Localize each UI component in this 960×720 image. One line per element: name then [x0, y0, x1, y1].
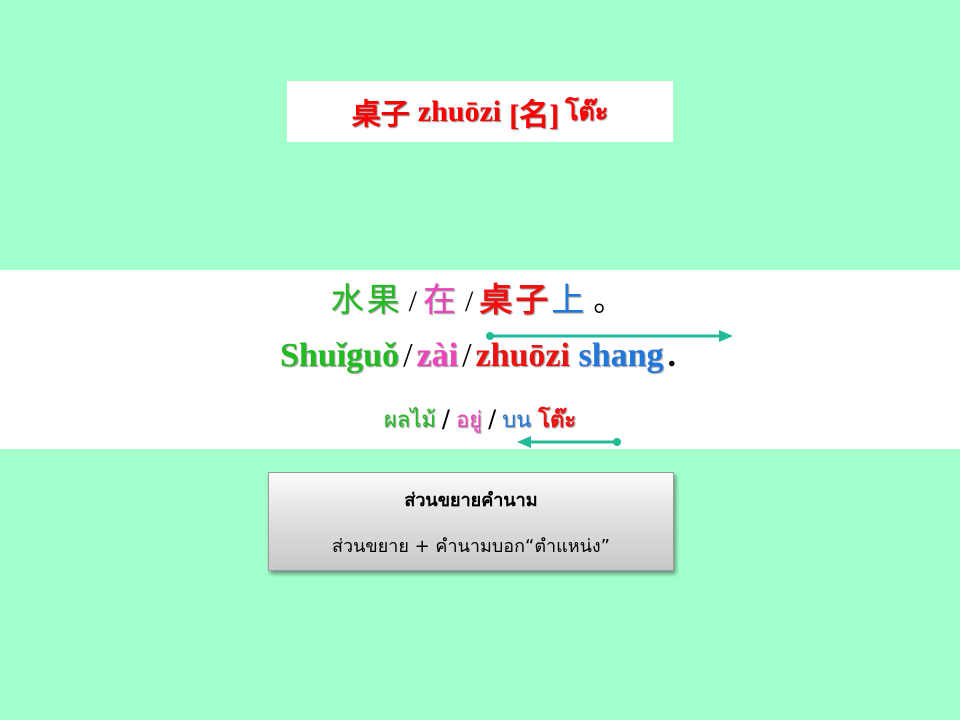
example-hanzi-line: 水果 / 在 / 桌子上。	[0, 278, 960, 324]
title-box: 桌子 zhuōzi [名] โต๊ะ	[287, 81, 673, 142]
hanzi-separator: /	[408, 285, 417, 318]
hanzi-period: 。	[593, 285, 624, 318]
thai-separator: /	[441, 405, 450, 433]
title-pinyin: zhuōzi	[417, 94, 502, 128]
pinyin-separator: /	[403, 337, 413, 374]
hanzi-word-at: 在	[423, 280, 459, 319]
title-thai: โต๊ะ	[565, 96, 609, 126]
pinyin-word-on: shang	[578, 337, 664, 374]
title-hanzi: 桌子	[351, 96, 410, 131]
note-body: ส่วนขยาย + คำนามบอก“ตำแหน่ง”	[332, 536, 610, 557]
grammar-note-box: ส่วนขยายคำนาม ส่วนขยาย + คำนามบอก“ตำแหน่…	[268, 472, 674, 571]
thai-word-fruit: ผลไม้	[383, 408, 436, 433]
example-thai-line: ผลไม้ / อยู่ / บน โต๊ะ	[0, 402, 960, 438]
pinyin-word-fruit: Shuǐguǒ	[279, 337, 400, 374]
hanzi-word-table: 桌子	[479, 280, 552, 319]
pinyin-word-table: zhuōzi	[475, 337, 570, 374]
arrow-left-icon	[517, 436, 621, 448]
pinyin-separator: /	[462, 337, 472, 374]
thai-word-on: บน	[502, 408, 532, 433]
example-pinyin-line: Shuǐguǒ / zài / zhuōzi shang.	[0, 334, 960, 378]
title-part-of-speech: [名]	[509, 98, 560, 132]
example-band: 水果 / 在 / 桌子上。 Shuǐguǒ / zài / zhuōzi shang. ผลไม…	[0, 270, 960, 449]
hanzi-separator: /	[465, 285, 474, 318]
thai-word-table: โต๊ะ	[538, 408, 577, 433]
pinyin-period: .	[667, 337, 677, 374]
pinyin-word-at: zài	[416, 337, 459, 374]
thai-separator: /	[488, 405, 497, 433]
hanzi-word-on: 上	[551, 280, 588, 319]
thai-word-at: อยู่	[455, 408, 483, 433]
note-title: ส่วนขยายคำนาม	[404, 490, 538, 511]
arrow-right-icon	[486, 330, 733, 342]
hanzi-word-fruit: 水果	[330, 280, 403, 319]
